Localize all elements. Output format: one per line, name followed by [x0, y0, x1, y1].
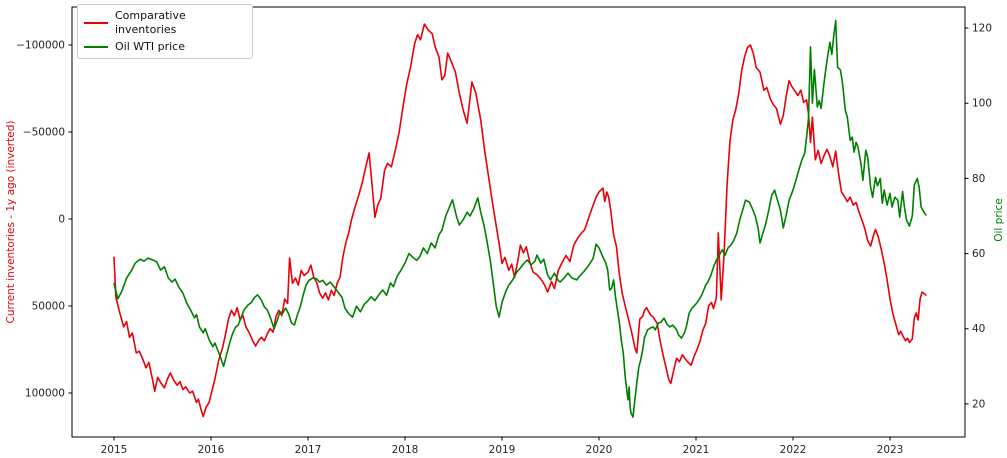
series-line-inventories	[113, 23, 927, 418]
right-y-tick-label: 40	[972, 323, 985, 335]
right-y-tick-label: 80	[972, 173, 985, 185]
x-tick-label: 2023	[877, 444, 904, 456]
left-y-tick-label: −100000	[16, 39, 65, 51]
x-tick-label: 2018	[392, 444, 419, 456]
series-line-wti	[113, 19, 927, 418]
x-tick-label: 2015	[101, 444, 128, 456]
legend: Comparative inventories Oil WTI price	[77, 4, 253, 59]
x-tick-label: 2016	[198, 444, 225, 456]
left-axis-title: Current inventories - 1y ago (inverted)	[5, 120, 17, 324]
left-y-tick-label: 0	[58, 213, 65, 225]
left-y-tick-label: −50000	[23, 126, 65, 138]
x-tick-label: 2021	[683, 444, 710, 456]
left-y-tick-label: 50000	[32, 300, 65, 312]
legend-item-inventories: Comparative inventories	[84, 9, 244, 37]
red-line-swatch-icon	[84, 22, 108, 24]
right-y-tick-label: 20	[972, 398, 985, 410]
x-tick-label: 2022	[780, 444, 807, 456]
legend-label: Comparative inventories	[115, 9, 186, 36]
legend-label: Oil WTI price	[115, 40, 185, 53]
green-line-swatch-icon	[84, 46, 108, 48]
right-axis-title: Oil price	[993, 198, 1005, 242]
right-y-tick-label: 120	[972, 23, 992, 35]
x-tick-label: 2017	[295, 444, 322, 456]
plot-frame	[71, 6, 966, 438]
legend-item-wti: Oil WTI price	[84, 40, 244, 54]
x-tick-label: 2019	[489, 444, 516, 456]
left-y-tick-label: 100000	[25, 387, 65, 399]
right-y-tick-label: 100	[972, 98, 992, 110]
right-y-tick-label: 60	[972, 248, 985, 260]
x-tick-label: 2020	[586, 444, 613, 456]
